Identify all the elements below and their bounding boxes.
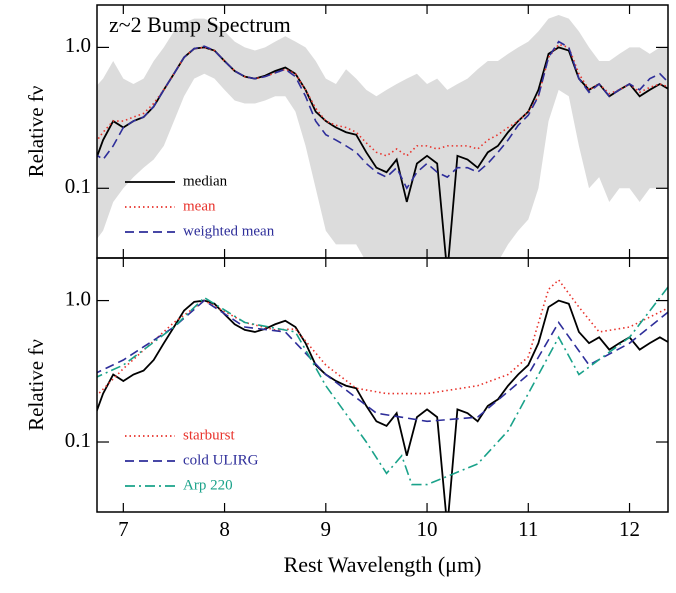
chart-title: z~2 Bump Spectrum <box>109 12 291 37</box>
x-tick-label: 8 <box>219 517 230 541</box>
y-tick-label: 1.0 <box>65 286 91 310</box>
series-line <box>97 43 668 157</box>
series-line <box>97 278 668 397</box>
y-axis-label: Relative fν <box>24 339 48 431</box>
plot-frame <box>96 257 669 513</box>
y-tick-label: 0.1 <box>65 428 91 452</box>
legend-label: Arp 220 <box>183 477 233 493</box>
legend-label: weighted mean <box>183 223 275 239</box>
y-tick-label: 0.1 <box>65 174 91 198</box>
plot-area <box>97 278 668 512</box>
legend-label: mean <box>183 198 216 214</box>
x-tick-label: 10 <box>417 517 438 541</box>
series-line <box>97 285 668 486</box>
y-tick-label: 1.0 <box>65 33 91 57</box>
range-band <box>97 14 668 258</box>
series-line <box>97 299 668 512</box>
series-line <box>97 40 668 190</box>
series-line <box>97 299 668 423</box>
x-tick-label: 7 <box>118 517 129 541</box>
x-tick-label: 12 <box>619 517 640 541</box>
x-axis-label: Rest Wavelength (μm) <box>284 552 482 577</box>
legend-label: cold ULIRG <box>183 452 259 468</box>
plot-area <box>97 14 668 258</box>
x-tick-label: 9 <box>321 517 332 541</box>
y-axis-label: Relative fν <box>24 86 48 178</box>
x-tick-label: 11 <box>518 517 538 541</box>
legend-label: median <box>183 173 228 189</box>
legend-label: starburst <box>183 427 235 443</box>
